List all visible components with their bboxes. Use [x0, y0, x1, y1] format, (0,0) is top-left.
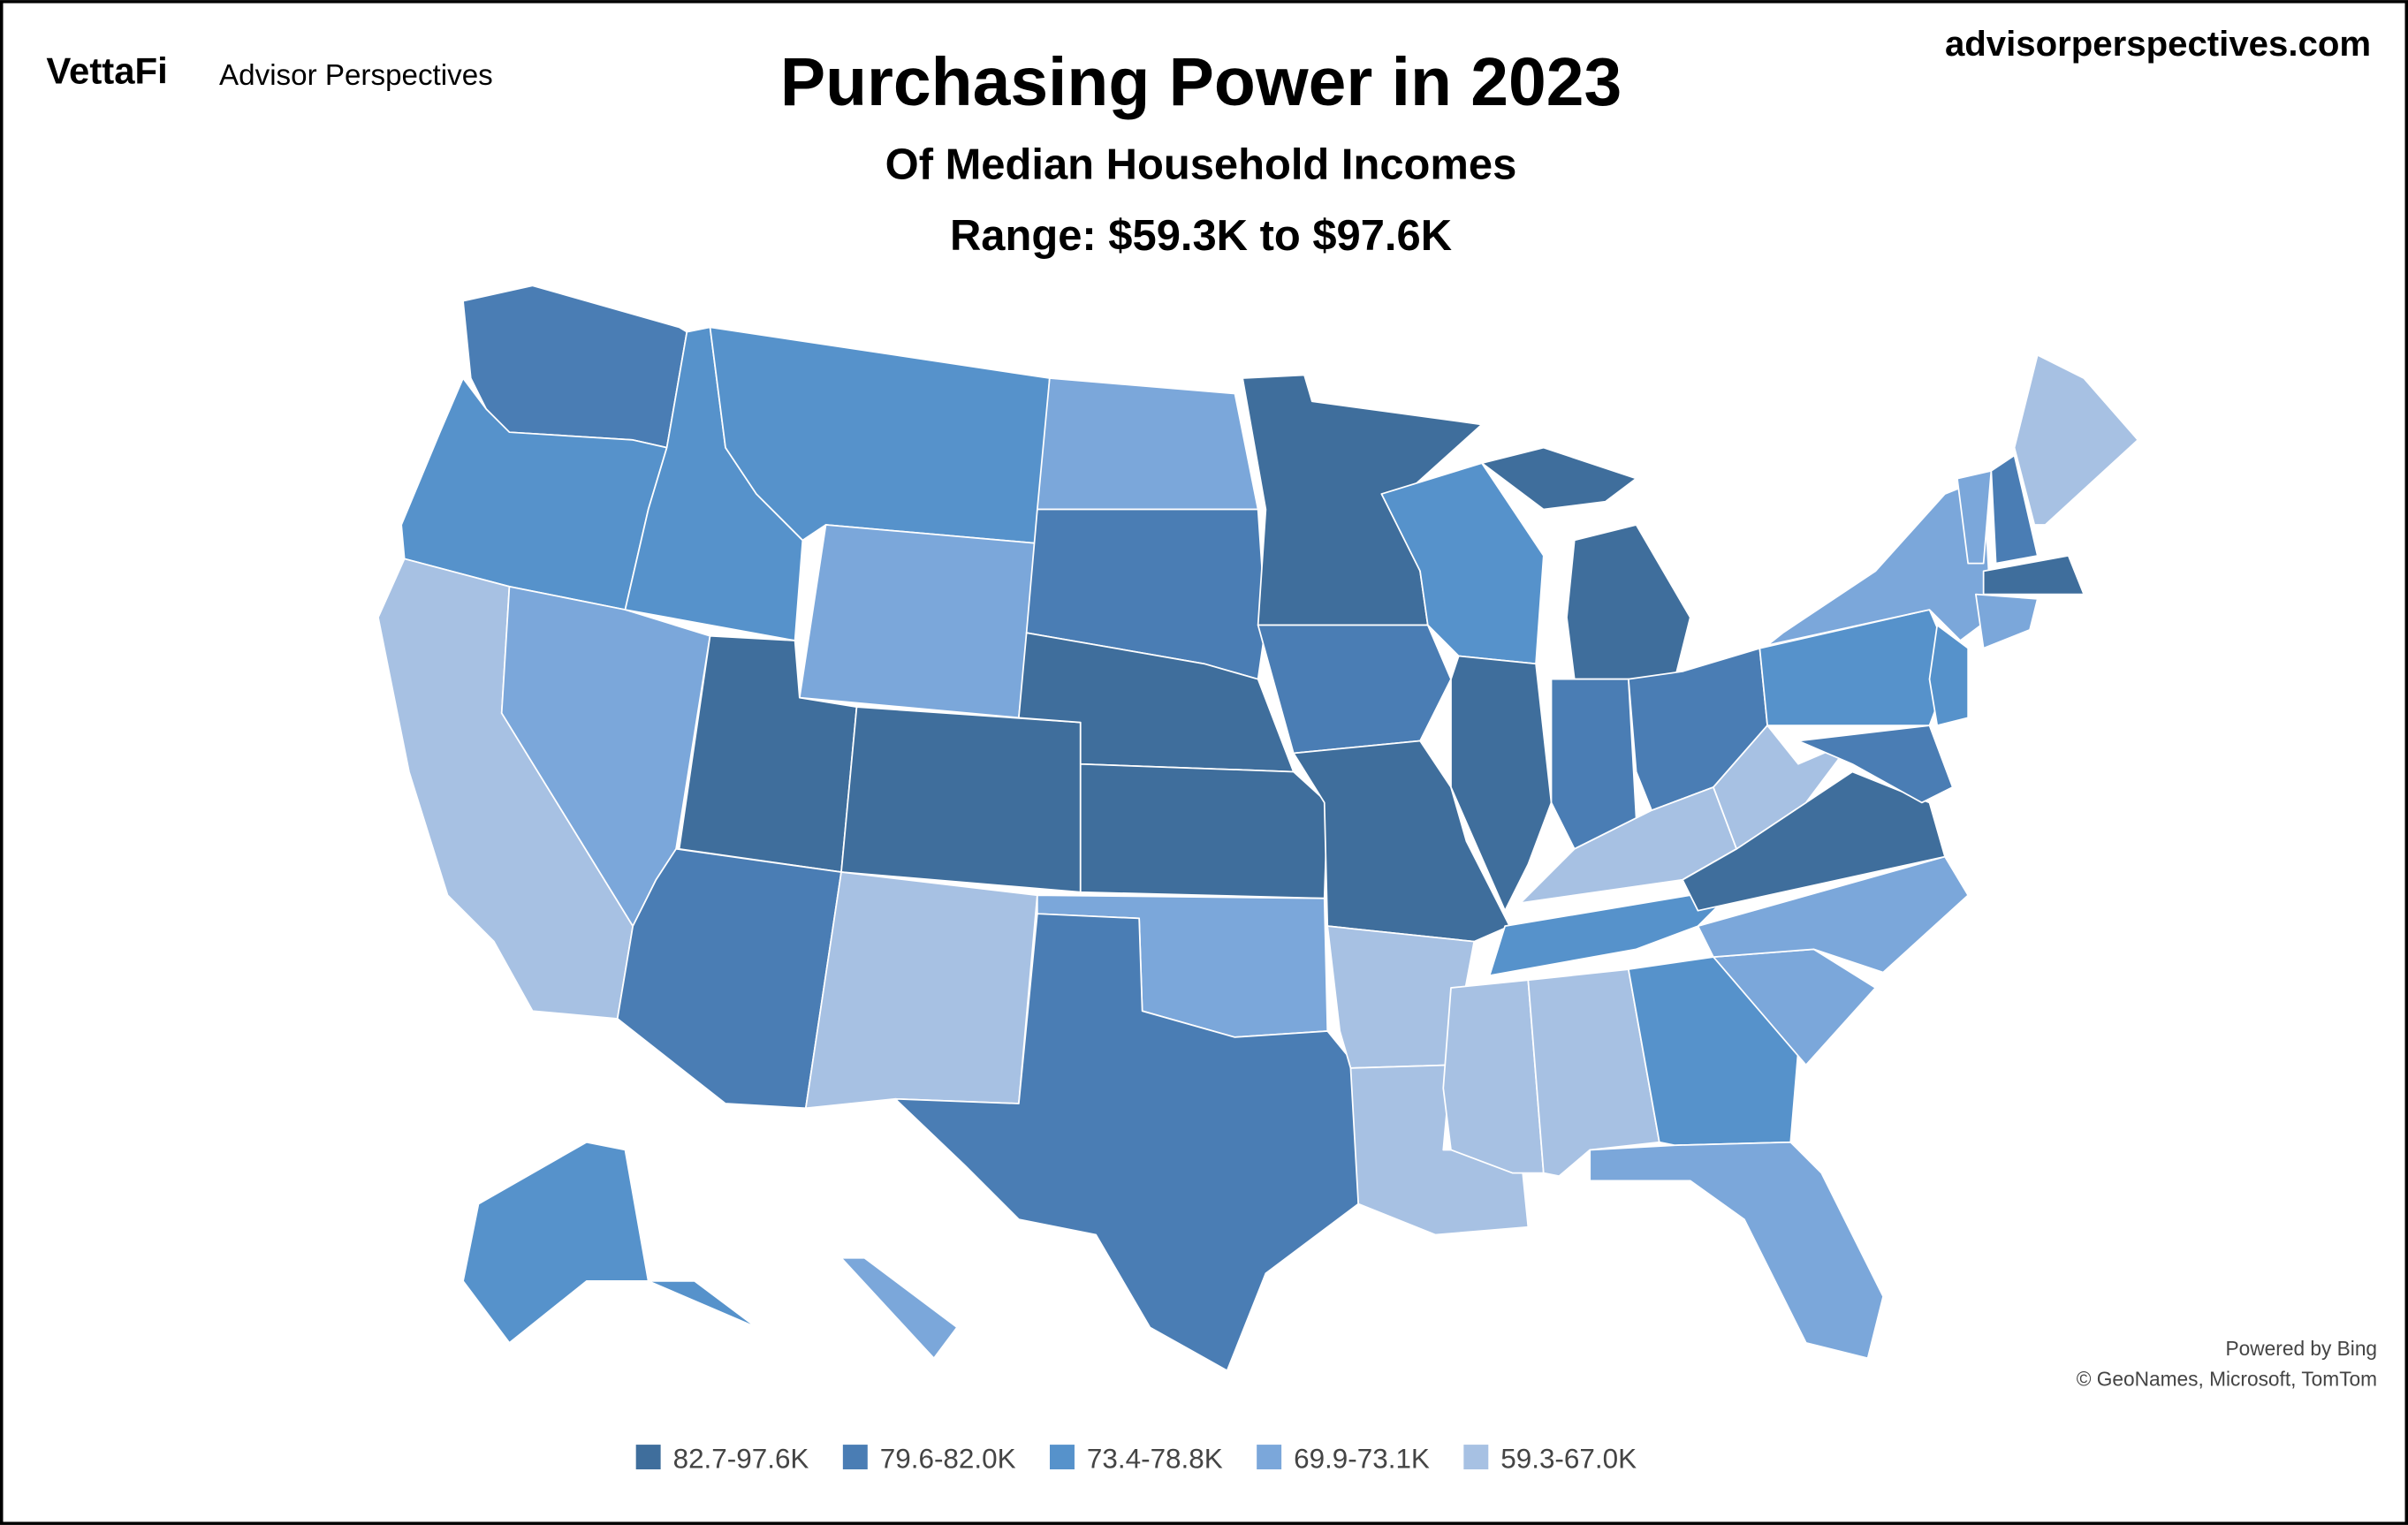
- legend: 82.7-97.6K 79.6-82.0K 73.4-78.8K 69.9-73.1K…: [635, 1443, 1637, 1474]
- legend-label: 69.9-73.1K: [1294, 1443, 1430, 1474]
- title: Purchasing Power in 2023: [780, 44, 1622, 120]
- state: [1079, 762, 1329, 899]
- state: [1797, 725, 1954, 804]
- legend-swatch: [842, 1445, 868, 1470]
- legend-label: 73.4-78.8K: [1087, 1443, 1223, 1474]
- state: [1442, 979, 1545, 1174]
- state: [1990, 454, 2039, 565]
- state: [2013, 353, 2139, 526]
- state: [1956, 469, 1993, 565]
- state: [1257, 624, 1452, 755]
- state: [462, 1141, 757, 1344]
- logo: VettaFi: [46, 49, 167, 91]
- subtitle: Of Median Household Incomes: [885, 141, 1517, 189]
- legend-label: 79.6-82.0K: [880, 1443, 1016, 1474]
- state: [840, 706, 1082, 893]
- state: [1589, 1141, 1884, 1360]
- state: [1975, 593, 2039, 649]
- legend-label: 59.3-67.0K: [1500, 1443, 1637, 1474]
- legend-swatch: [1257, 1445, 1282, 1470]
- state: [1982, 555, 2085, 596]
- state: [1036, 377, 1259, 511]
- legend-swatch: [1463, 1445, 1489, 1470]
- legend-swatch: [1050, 1445, 1075, 1470]
- brand: Advisor Perspectives: [219, 59, 493, 92]
- state: [804, 871, 1038, 1110]
- state: [1450, 655, 1553, 912]
- legend-swatch: [635, 1445, 661, 1470]
- state: [1550, 678, 1637, 850]
- state: [1928, 624, 1970, 726]
- site: advisorperspectives.com: [1945, 24, 2371, 64]
- credit: © GeoNames, Microsoft, TomTom: [2077, 1368, 2377, 1391]
- credit: Powered by Bing: [2226, 1337, 2378, 1360]
- legend-label: 82.7-97.6K: [673, 1443, 809, 1474]
- states: [377, 285, 2139, 1372]
- state: [840, 1256, 958, 1360]
- state: [894, 913, 1360, 1372]
- state: [798, 524, 1038, 719]
- state: [1481, 446, 1637, 511]
- range: Range: $59.3K to $97.6K: [950, 212, 1452, 260]
